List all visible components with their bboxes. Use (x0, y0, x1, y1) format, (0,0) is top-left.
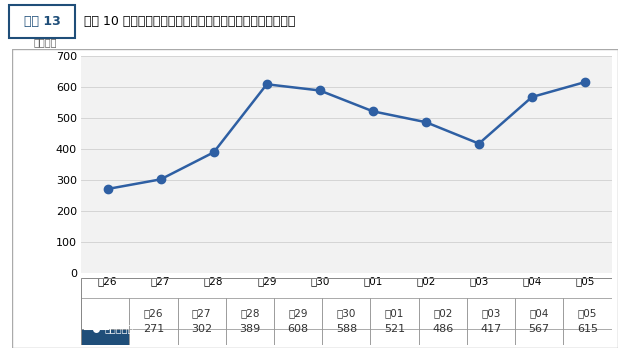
Text: 588: 588 (336, 324, 357, 334)
Text: 567: 567 (529, 324, 550, 334)
Text: 検挙事件数: 検挙事件数 (104, 324, 134, 334)
Text: 615: 615 (577, 324, 598, 334)
Text: 図表 13: 図表 13 (24, 15, 61, 28)
Text: 令03: 令03 (481, 308, 500, 318)
Text: 486: 486 (432, 324, 454, 334)
Bar (515, 298, 563, 329)
Text: 带27: 带27 (192, 308, 212, 318)
Bar (419, 313, 467, 345)
Bar (322, 313, 371, 345)
Bar (129, 298, 178, 329)
Text: 389: 389 (239, 324, 260, 334)
Bar (371, 313, 419, 345)
Text: 带26: 带26 (144, 308, 163, 318)
Bar (226, 298, 274, 329)
Bar (371, 298, 419, 329)
FancyBboxPatch shape (9, 5, 75, 38)
Text: 271: 271 (143, 324, 164, 334)
Text: 令04: 令04 (530, 308, 549, 318)
Bar (178, 298, 226, 329)
Text: 417: 417 (480, 324, 502, 334)
Text: 令05: 令05 (578, 308, 597, 318)
Text: 302: 302 (191, 324, 212, 334)
Text: 令02: 令02 (433, 308, 452, 318)
Bar (274, 298, 322, 329)
Bar (467, 298, 515, 329)
Text: 带29: 带29 (288, 308, 308, 318)
Text: 過去 10 年間におけるヤミ金融関連事犯の検挙事件数の推移: 過去 10 年間におけるヤミ金融関連事犯の検挙事件数の推移 (84, 15, 296, 28)
Text: 带28: 带28 (240, 308, 260, 318)
Bar (226, 313, 274, 345)
Bar (81, 313, 129, 345)
Bar (563, 298, 612, 329)
Text: 521: 521 (384, 324, 405, 334)
Text: （事件）: （事件） (34, 37, 57, 47)
Text: 带30: 带30 (336, 308, 356, 318)
FancyBboxPatch shape (12, 49, 618, 348)
Bar (81, 298, 129, 329)
Bar (178, 313, 226, 345)
Bar (129, 313, 178, 345)
Bar (322, 298, 371, 329)
Bar (467, 313, 515, 345)
Bar (274, 313, 322, 345)
Bar (419, 298, 467, 329)
Text: 608: 608 (288, 324, 309, 334)
Bar (515, 313, 563, 345)
Bar (563, 313, 612, 345)
Text: 令01: 令01 (385, 308, 404, 318)
